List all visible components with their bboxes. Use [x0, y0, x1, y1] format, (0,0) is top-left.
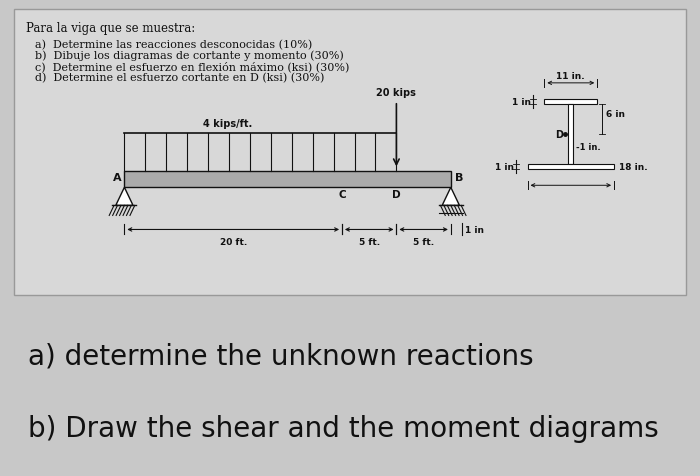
Text: D: D — [392, 190, 400, 200]
Text: D: D — [554, 130, 563, 140]
Text: 4 kips/ft.: 4 kips/ft. — [203, 119, 253, 129]
Text: b)  Dibuje los diagramas de cortante y momento (30%): b) Dibuje los diagramas de cortante y mo… — [35, 50, 344, 61]
Text: d)  Determine el esfuerzo cortante en D (ksi) (30%): d) Determine el esfuerzo cortante en D (… — [35, 73, 325, 83]
Text: 1 in: 1 in — [495, 163, 514, 172]
Text: A: A — [113, 173, 122, 183]
Text: -1 in.: -1 in. — [576, 143, 601, 152]
Bar — [568, 105, 573, 165]
Text: 5 ft.: 5 ft. — [358, 238, 380, 247]
Text: 6 in: 6 in — [606, 110, 625, 119]
Text: 20 ft.: 20 ft. — [220, 238, 247, 247]
Text: 11 in.: 11 in. — [556, 72, 585, 80]
Text: b) Draw the shear and the moment diagrams: b) Draw the shear and the moment diagram… — [28, 414, 659, 442]
Text: 5 ft.: 5 ft. — [413, 238, 434, 247]
Polygon shape — [116, 188, 133, 206]
Text: C: C — [338, 190, 346, 200]
Bar — [545, 99, 597, 105]
Text: 20 kips: 20 kips — [377, 88, 416, 98]
Text: B: B — [454, 173, 463, 183]
Polygon shape — [442, 188, 459, 206]
Text: Para la viga que se muestra:: Para la viga que se muestra: — [25, 21, 195, 35]
Text: 1 in: 1 in — [466, 226, 484, 235]
Text: 1 in: 1 in — [512, 98, 531, 107]
FancyBboxPatch shape — [14, 10, 686, 295]
Bar — [528, 165, 614, 170]
Bar — [125, 172, 451, 188]
Text: a)  Determine las reacciones desconocidas (10%): a) Determine las reacciones desconocidas… — [35, 40, 312, 50]
Text: 18 in.: 18 in. — [619, 163, 648, 172]
Text: a) determine the unknown reactions: a) determine the unknown reactions — [28, 342, 533, 370]
Text: c)  Determine el esfuerzo en flexión máximo (ksi) (30%): c) Determine el esfuerzo en flexión máxi… — [35, 61, 349, 72]
